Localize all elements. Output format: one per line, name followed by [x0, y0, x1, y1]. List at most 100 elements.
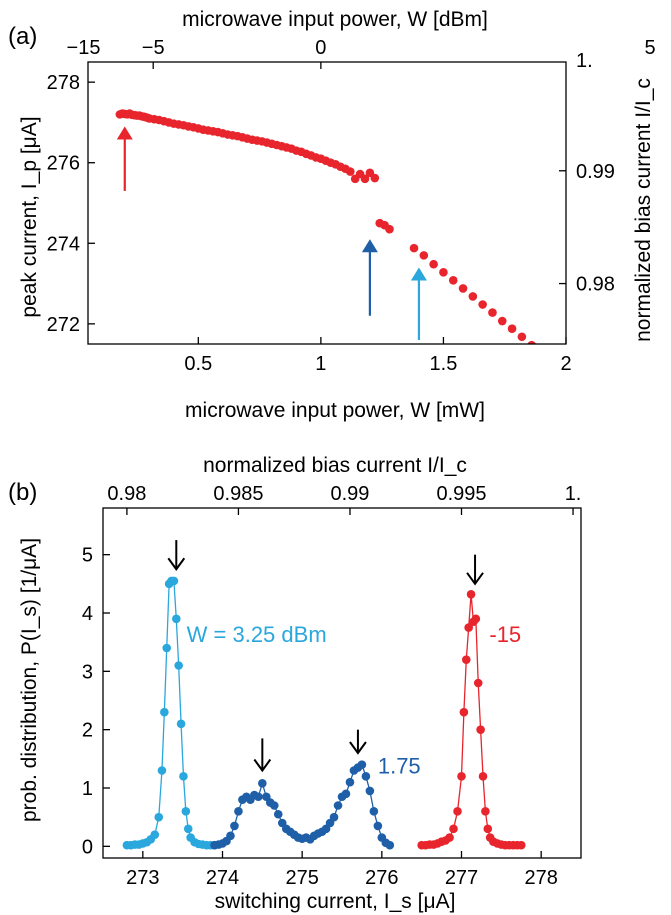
panel-b-top-tick-label: 0.99 [330, 483, 369, 505]
panel-a-points-group [115, 109, 536, 344]
panel-b-data-point [464, 623, 473, 632]
panel-a-data-point [370, 173, 380, 183]
panel-b-chart: (b) normalized bias current I/I_c switch… [8, 454, 582, 913]
panel-b-data-point [453, 807, 462, 816]
panel-b-data-point [176, 719, 186, 729]
panel-a-arrow [410, 267, 427, 340]
panel-b-series-label: -15 [489, 622, 521, 647]
panel-b-data-series: W = 3.25 dBm 1.75 -15 [122, 540, 526, 850]
panel-b-y-tick-label: 0 [82, 836, 93, 858]
panel-a-data-point [517, 332, 527, 342]
panel-b-data-point [234, 807, 243, 816]
panel-a-arrow-head [410, 267, 427, 281]
panel-b-data-point [329, 812, 339, 822]
panel-b-arrow [253, 738, 272, 773]
panel-b-y-tick-label: 3 [82, 661, 93, 683]
panel-a-ticks: 0.5 1 1.5 2 272 274 276 278 −15 −5 0 5 1. 0.99 0.98 [47, 37, 656, 375]
panel-b-x-tick-label: 274 [206, 867, 239, 889]
panel-b-data-point [341, 789, 351, 799]
panel-b-top-tick-label: 0.995 [436, 483, 486, 505]
panel-a-data-point [478, 300, 487, 309]
panel-a-x-axis-title: microwave input power, W [mW] [185, 399, 485, 422]
panel-b-data-point [171, 614, 181, 624]
panel-b-data-point [254, 792, 263, 802]
panel-b-label: (b) [8, 479, 37, 506]
panel-b-data-point [369, 807, 379, 816]
panel-b-data-point [385, 840, 395, 850]
panel-b-data-point [150, 830, 160, 839]
panel-b-data-point [269, 801, 279, 810]
panel-a-data-points [115, 109, 536, 344]
panel-a-y-tick-label: 272 [47, 314, 80, 336]
panel-b-ticks: 273 274 275 276 277 278 0 1 2 3 4 5 0.98 0.985 0.99 0.9… [82, 483, 582, 889]
panel-b-data-point [466, 590, 476, 599]
panel-b-series: -15 [417, 590, 526, 850]
panel-b-series: 1.75 [210, 753, 421, 850]
panel-a-data-point [345, 167, 355, 176]
panel-a-x-tick-label: 2 [560, 353, 571, 375]
panel-b-y-axis-title: prob. distribution, P(I_s) [1/μA] [18, 538, 41, 822]
panel-b-data-point [445, 833, 454, 842]
panel-b-data-point [481, 807, 490, 816]
panel-a-data-point [488, 308, 497, 317]
panel-b-top-axis-title: normalized bias current I/I_c [203, 454, 467, 477]
panel-b-x-tick-label: 276 [365, 867, 398, 889]
panel-b-data-point [169, 576, 179, 586]
panel-b-data-point [174, 661, 183, 670]
panel-a-right-tick-label: 0.98 [576, 274, 615, 296]
panel-a-label: (a) [8, 23, 37, 50]
panel-b-data-point [160, 707, 169, 717]
panel-a-data-point [507, 324, 517, 333]
panel-b-data-point [473, 678, 483, 688]
panel-b-series: W = 3.25 dBm [122, 576, 327, 850]
panel-a-data-point [497, 316, 507, 326]
panel-b-arrow [167, 540, 186, 571]
panel-a-arrow [116, 126, 133, 191]
panel-a-top-tick-label: −5 [142, 37, 165, 59]
panel-a-y-axis-title: peak current, I_p [μA] [18, 116, 41, 317]
panel-a-arrow-head [361, 239, 378, 253]
panel-b-arrow-head [253, 758, 272, 773]
panel-a-right-tick-label: 1. [576, 50, 593, 72]
panel-b-data-point [471, 614, 481, 624]
panel-a-arrow [361, 239, 378, 316]
panel-b-data-point [345, 777, 355, 787]
panel-b-data-point [516, 840, 526, 850]
panel-b-data-point [157, 766, 167, 775]
panel-b-data-point [457, 772, 466, 781]
panel-b-data-point [230, 821, 239, 831]
panel-a-chart: (a) microwave input power, W [dBm] micro… [8, 8, 656, 422]
panel-b-data-point [179, 772, 188, 781]
panel-b-x-tick-label: 275 [285, 867, 318, 889]
panel-a-x-tick-label: 0.5 [184, 353, 212, 375]
panel-b-y-tick-label: 5 [82, 545, 93, 567]
panel-b-data-point [154, 812, 164, 822]
panel-b-arrow-head [349, 741, 367, 755]
panel-a-top-axis-title: microwave input power, W [dBm] [182, 8, 488, 31]
panel-b-arrow [349, 729, 367, 755]
panel-a-data-point [448, 276, 458, 285]
panel-a-data-point [360, 174, 370, 184]
panel-b-series-line [126, 580, 215, 846]
panel-b-series-label: 1.75 [378, 753, 421, 778]
panel-a-right-tick-label: 0.99 [576, 161, 615, 183]
panel-b-x-axis-title: switching current, I_s [μA] [215, 890, 456, 913]
panel-b-data-point [478, 772, 488, 781]
panel-b-x-tick-label: 273 [126, 867, 159, 889]
panel-a-y-tick-label: 274 [47, 233, 80, 255]
panel-b-data-point [226, 831, 235, 841]
panel-b-y-tick-label: 1 [82, 778, 93, 800]
panel-b-data-point [183, 824, 193, 834]
panel-a-y-tick-label: 276 [47, 153, 80, 175]
panel-a-right-axis-title: normalized bias current I/I_c [632, 78, 655, 342]
panel-a-data-point [429, 259, 438, 269]
panel-b-top-tick-label: 0.98 [107, 483, 146, 505]
panel-b-y-tick-label: 2 [82, 720, 93, 742]
panel-a-data-point [468, 292, 478, 301]
panel-b-series-label: W = 3.25 dBm [187, 622, 327, 647]
panel-b-data-point [449, 824, 458, 834]
panel-a-arrow-head [116, 126, 133, 140]
panel-a-top-tick-label: 0 [315, 37, 326, 59]
panel-b-data-point [461, 655, 471, 664]
